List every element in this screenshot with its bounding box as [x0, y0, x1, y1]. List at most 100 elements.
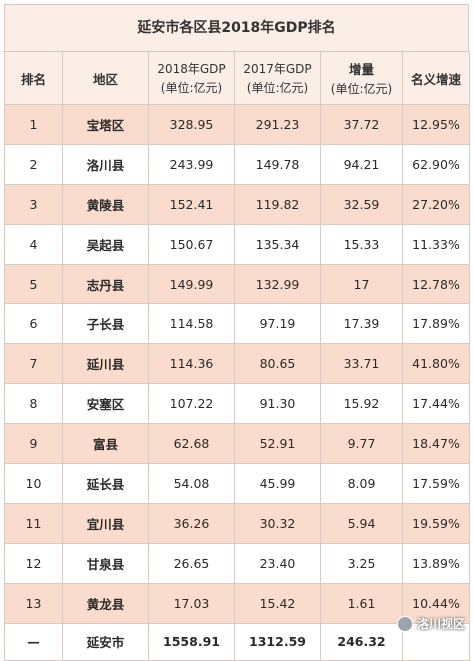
cell-region: 延川县: [62, 343, 149, 385]
cell-gdp2018: 17.03: [148, 582, 235, 624]
cell-rank: 13: [4, 582, 63, 624]
header-gdp2017-title: 2017年GDP: [243, 62, 312, 76]
table-row: 11 宜川县 36.26 30.32 5.94 19.59%: [4, 502, 470, 544]
cell-growth: 19.59%: [402, 502, 470, 544]
cell-increase: 33.71: [320, 343, 403, 385]
cell-increase: 17.39: [320, 303, 403, 345]
cell-gdp2018: 149.99: [148, 263, 235, 305]
cell-increase: 17: [320, 263, 403, 305]
total-region: 延安市: [62, 622, 149, 661]
header-gdp2017-unit: (单位:亿元): [246, 81, 309, 95]
cell-growth: 11.33%: [402, 223, 470, 265]
cell-rank: 2: [4, 143, 63, 185]
cell-region: 富县: [62, 423, 149, 465]
table-row: 9 富县 62.68 52.91 9.77 18.47%: [4, 423, 470, 465]
cell-gdp2017: 97.19: [234, 303, 321, 345]
cell-gdp2017: 30.32: [234, 502, 321, 544]
cell-region: 吴起县: [62, 223, 149, 265]
cell-growth: 13.89%: [402, 542, 470, 584]
cell-gdp2018: 243.99: [148, 143, 235, 185]
cell-gdp2018: 26.65: [148, 542, 235, 584]
table-row: 13 黄龙县 17.03 15.42 1.61 10.44%: [4, 582, 470, 624]
table-row: 10 延长县 54.08 45.99 8.09 17.59%: [4, 463, 470, 504]
cell-increase: 3.25: [320, 542, 403, 584]
cell-increase: 1.61: [320, 582, 403, 624]
cell-rank: 12: [4, 542, 63, 584]
cell-gdp2017: 291.23: [234, 104, 321, 145]
cell-gdp2017: 135.34: [234, 223, 321, 265]
gdp-table: 排名 地区 2018年GDP (单位:亿元) 2017年GDP (单位:亿元) …: [4, 51, 470, 661]
cell-region: 宜川县: [62, 502, 149, 544]
cell-increase: 9.77: [320, 423, 403, 465]
cell-increase: 15.33: [320, 223, 403, 265]
cell-increase: 37.72: [320, 104, 403, 145]
cell-rank: 7: [4, 343, 63, 385]
cell-growth: 12.95%: [402, 104, 470, 145]
cell-rank: 10: [4, 463, 63, 504]
cell-gdp2018: 54.08: [148, 463, 235, 504]
cell-growth: 18.47%: [402, 423, 470, 465]
cell-gdp2017: 132.99: [234, 263, 321, 305]
cell-gdp2018: 114.58: [148, 303, 235, 345]
cell-growth: 10.44%: [402, 582, 470, 624]
cell-gdp2017: 149.78: [234, 143, 321, 185]
cell-gdp2017: 52.91: [234, 423, 321, 465]
cell-region: 志丹县: [62, 263, 149, 305]
cell-increase: 94.21: [320, 143, 403, 185]
cell-region: 子长县: [62, 303, 149, 345]
cell-gdp2017: 23.40: [234, 542, 321, 584]
table-row: 12 甘泉县 26.65 23.40 3.25 13.89%: [4, 542, 470, 584]
cell-growth: 17.44%: [402, 383, 470, 425]
cell-region: 延长县: [62, 463, 149, 504]
table-row: 5 志丹县 149.99 132.99 17 12.78%: [4, 263, 470, 305]
total-increase: 246.32: [320, 622, 403, 661]
cell-gdp2018: 114.36: [148, 343, 235, 385]
header-gdp2018: 2018年GDP (单位:亿元): [148, 51, 235, 105]
header-increase: 增量 (单位:亿元): [320, 51, 403, 105]
cell-gdp2018: 150.67: [148, 223, 235, 265]
table-row: 1 宝塔区 328.95 291.23 37.72 12.95%: [4, 104, 470, 145]
cell-region: 甘泉县: [62, 542, 149, 584]
cell-growth: 41.80%: [402, 343, 470, 385]
table-row: 4 吴起县 150.67 135.34 15.33 11.33%: [4, 223, 470, 265]
table-row: 2 洛川县 243.99 149.78 94.21 62.90%: [4, 143, 470, 185]
cell-rank: 5: [4, 263, 63, 305]
cell-gdp2017: 45.99: [234, 463, 321, 504]
table-row: 6 子长县 114.58 97.19 17.39 17.89%: [4, 303, 470, 345]
total-gdp2017: 1312.59: [234, 622, 321, 661]
cell-gdp2017: 80.65: [234, 343, 321, 385]
cell-growth: 17.89%: [402, 303, 470, 345]
cell-rank: 1: [4, 104, 63, 145]
table-row: 8 安塞区 107.22 91.30 15.92 17.44%: [4, 383, 470, 425]
header-growth: 名义增速: [402, 51, 470, 105]
cell-rank: 4: [4, 223, 63, 265]
cell-rank: 9: [4, 423, 63, 465]
total-rank: —: [4, 622, 63, 661]
cell-region: 黄陵县: [62, 183, 149, 225]
cell-gdp2018: 36.26: [148, 502, 235, 544]
cell-gdp2018: 107.22: [148, 383, 235, 425]
cell-growth: 27.20%: [402, 183, 470, 225]
header-gdp2018-unit: (单位:亿元): [160, 81, 223, 95]
table-title: 延安市各区县2018年GDP排名: [4, 4, 469, 51]
cell-region: 安塞区: [62, 383, 149, 425]
cell-growth: 12.78%: [402, 263, 470, 305]
header-region: 地区: [62, 51, 149, 105]
cell-rank: 3: [4, 183, 63, 225]
total-gdp2018: 1558.91: [148, 622, 235, 661]
header-increase-title: 增量: [348, 62, 374, 77]
cell-rank: 11: [4, 502, 63, 544]
header-gdp2017: 2017年GDP (单位:亿元): [234, 51, 321, 105]
cell-gdp2018: 62.68: [148, 423, 235, 465]
cell-growth: 62.90%: [402, 143, 470, 185]
table-row: 7 延川县 114.36 80.65 33.71 41.80%: [4, 343, 470, 385]
cell-gdp2018: 328.95: [148, 104, 235, 145]
cell-rank: 6: [4, 303, 63, 345]
header-rank: 排名: [4, 51, 63, 105]
cell-rank: 8: [4, 383, 63, 425]
header-increase-unit: (单位:亿元): [330, 82, 393, 96]
cell-gdp2017: 119.82: [234, 183, 321, 225]
table-row: 3 黄陵县 152.41 119.82 32.59 27.20%: [4, 183, 470, 225]
cell-gdp2018: 152.41: [148, 183, 235, 225]
watermark-text: 洛川视区: [416, 617, 465, 631]
